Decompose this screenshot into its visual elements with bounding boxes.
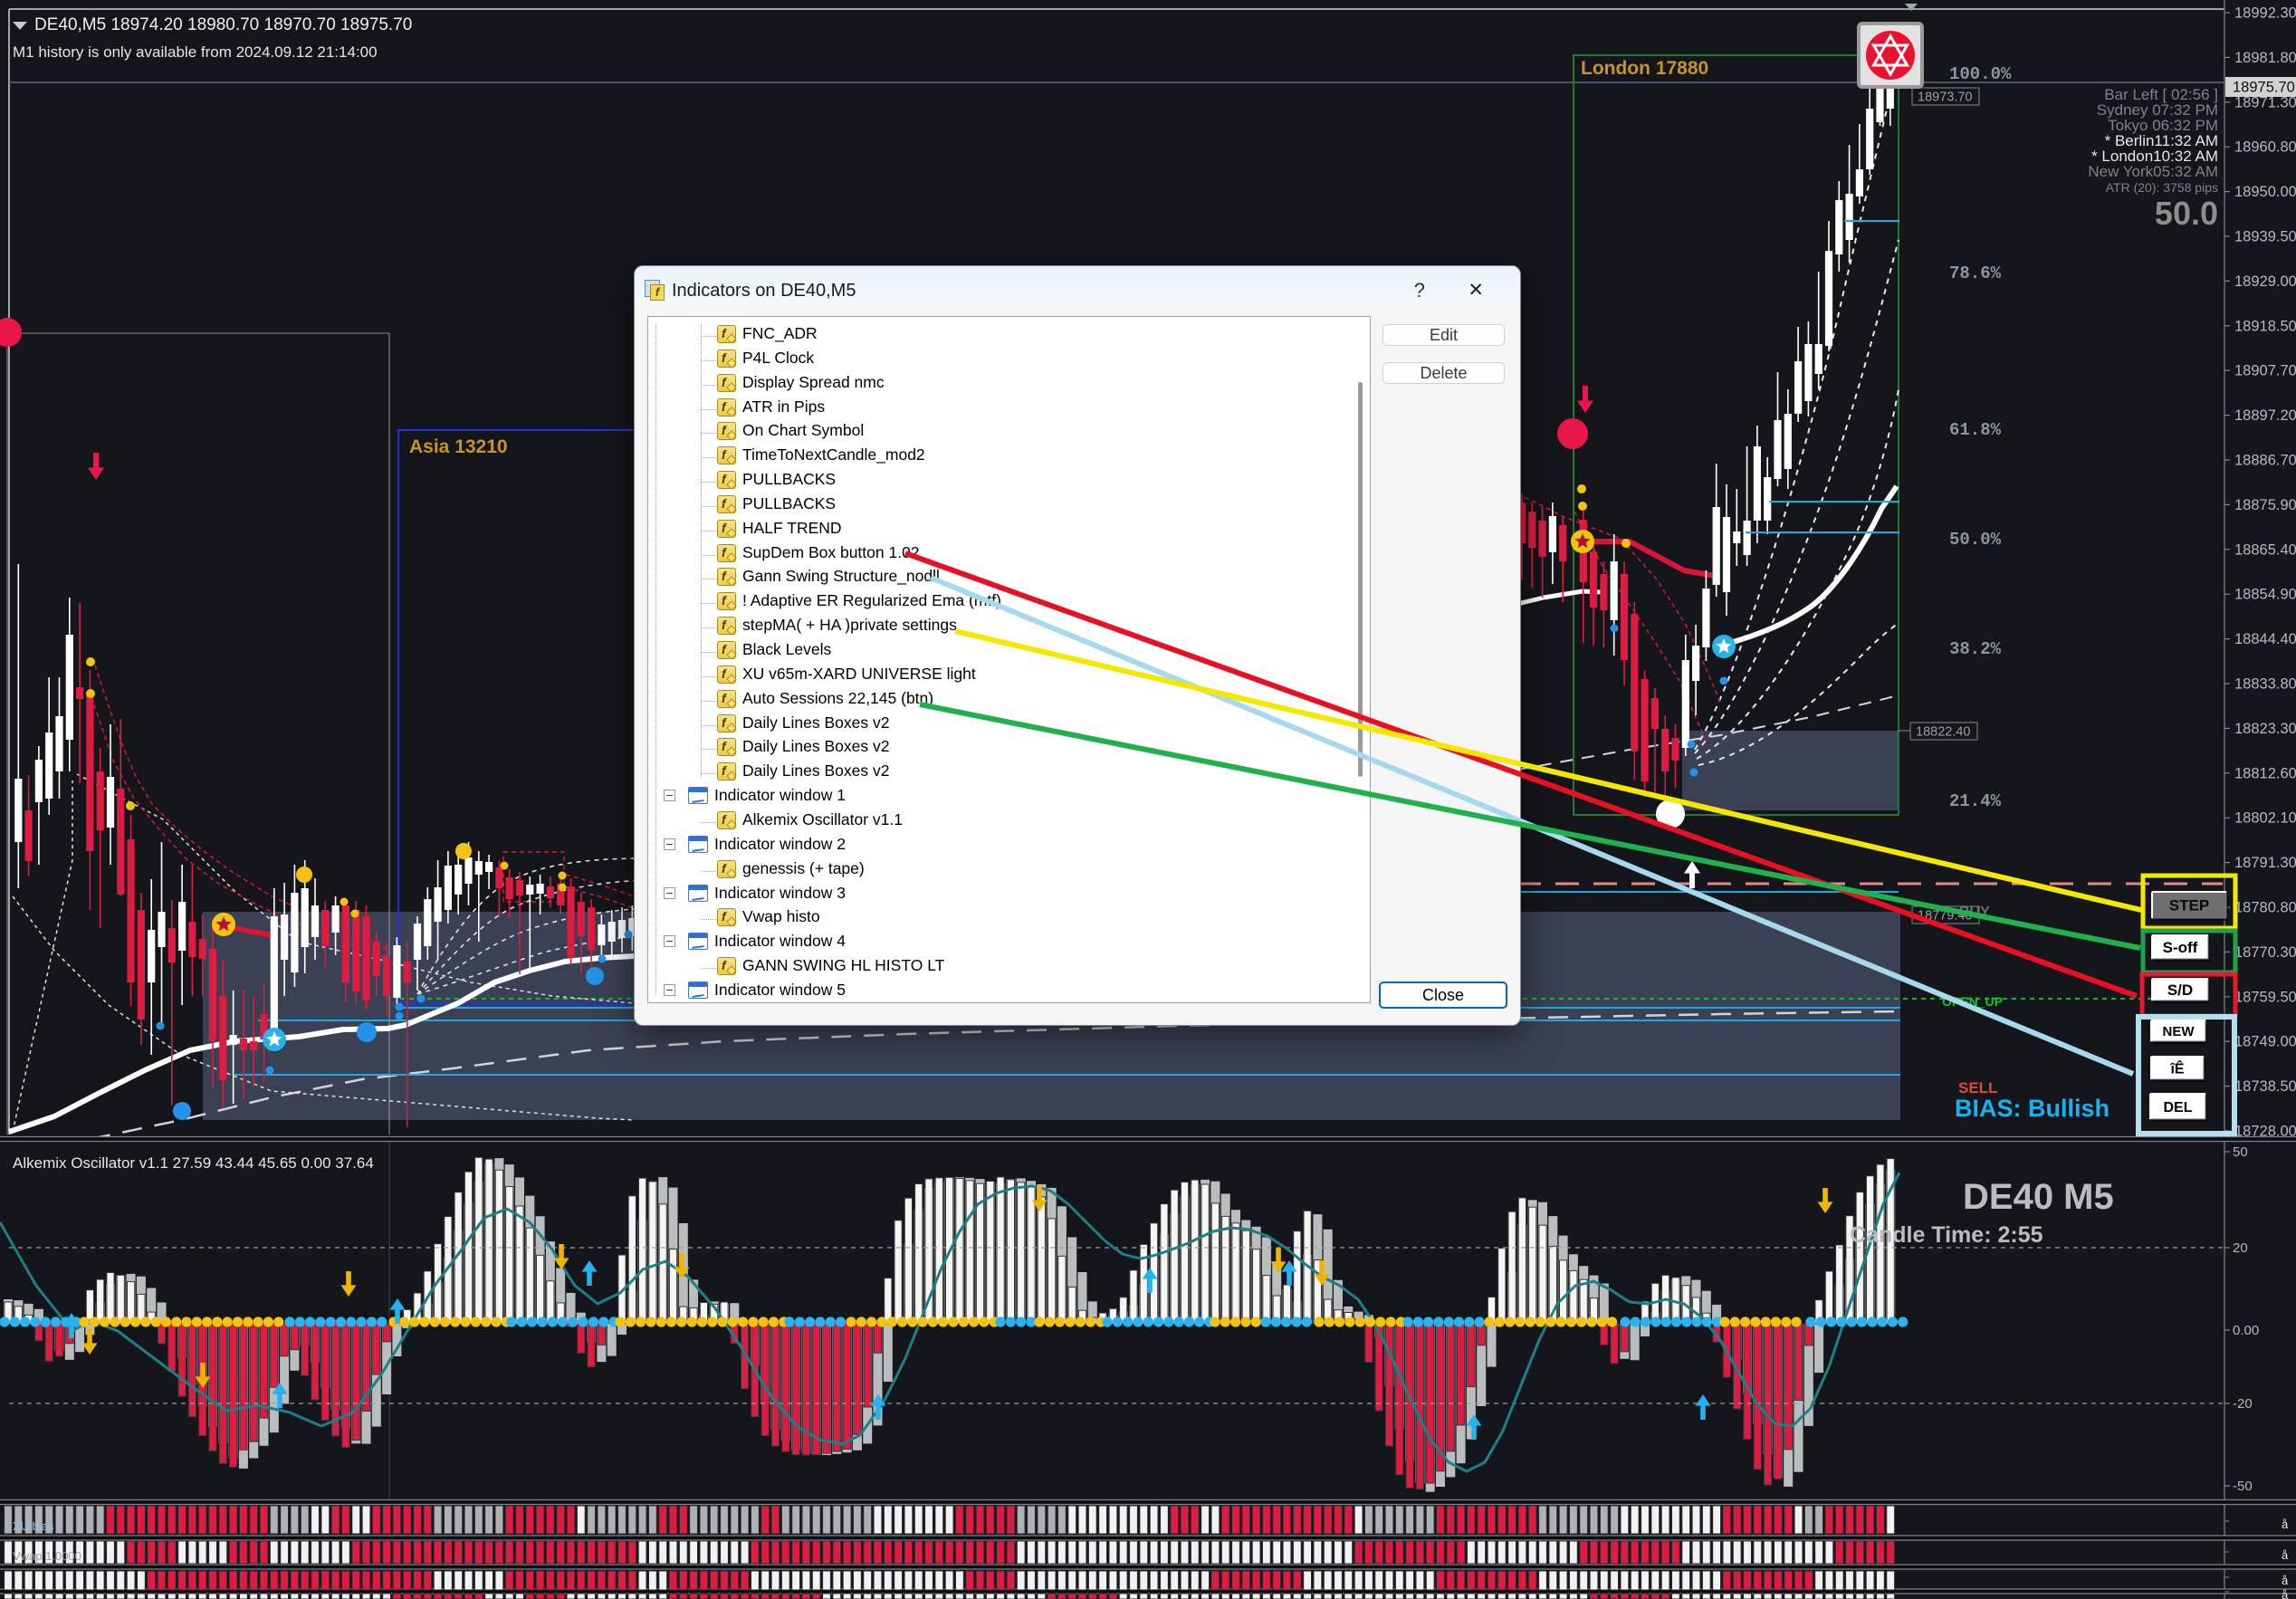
svg-text:21.4%: 21.4%	[1949, 791, 2002, 811]
svg-text:18833.80: 18833.80	[2234, 676, 2296, 693]
svg-text:18897.20: 18897.20	[2234, 407, 2296, 424]
svg-text:* Berlin11:32 AM: * Berlin11:32 AM	[2105, 132, 2218, 149]
svg-text:-50: -50	[2233, 1479, 2253, 1494]
svg-text:S-off: S-off	[2163, 939, 2198, 956]
svg-text:London 17880: London 17880	[1581, 58, 1708, 79]
svg-text:îÊ: îÊ	[2169, 1059, 2184, 1077]
svg-text:18971.30: 18971.30	[2234, 94, 2296, 110]
svg-text:18918.50: 18918.50	[2234, 318, 2296, 334]
svg-text:50.0%: 50.0%	[1949, 530, 2002, 550]
svg-text:S/D: S/D	[2167, 981, 2193, 999]
svg-text:NEW: NEW	[2163, 1024, 2196, 1039]
svg-text:18728.00: 18728.00	[2234, 1124, 2296, 1140]
svg-text:18802.10: 18802.10	[2234, 810, 2296, 827]
svg-text:Asia 13210: Asia 13210	[409, 436, 508, 457]
svg-text:18749.00: 18749.00	[2234, 1034, 2296, 1050]
svg-text:Alkemix Oscillator v1.1 27.59: Alkemix Oscillator v1.1 27.59 43.44 45.6…	[13, 1154, 374, 1172]
svg-text:BUY: BUY	[1959, 905, 1990, 920]
svg-text:M1 history is only available f: M1 history is only available from 2024.0…	[13, 43, 378, 61]
svg-text:100.0%: 100.0%	[1949, 64, 2012, 84]
svg-text:å: å	[2282, 1548, 2289, 1562]
svg-text:18822.40: 18822.40	[1916, 725, 1970, 740]
svg-text:OPEN_UP: OPEN_UP	[1942, 994, 2003, 1009]
svg-text:18929.00: 18929.00	[2234, 273, 2296, 290]
svg-text:* London10:32 AM: * London10:32 AM	[2091, 148, 2218, 165]
svg-text:78.6%: 78.6%	[1949, 263, 2002, 283]
svg-text:18844.40: 18844.40	[2234, 631, 2296, 647]
svg-text:å: å	[2282, 1574, 2289, 1587]
svg-text:DE40,M5 18974.20 18980.70 189: DE40,M5 18974.20 18980.70 18970.70 18975…	[34, 15, 412, 34]
svg-text:18823.30: 18823.30	[2234, 721, 2296, 737]
svg-text:å: å	[2282, 1588, 2289, 1599]
svg-text:18812.60: 18812.60	[2234, 765, 2296, 781]
svg-text:18865.40: 18865.40	[2234, 541, 2296, 558]
svg-text:18973.70: 18973.70	[1918, 91, 1972, 105]
svg-text:XU bias: XU bias	[13, 1519, 54, 1533]
svg-text:18875.90: 18875.90	[2234, 497, 2296, 513]
svg-text:ATR (20): 3758 pips: ATR (20): 3758 pips	[2106, 180, 2218, 195]
svg-text:61.8%: 61.8%	[1949, 420, 2002, 440]
svg-text:18854.90: 18854.90	[2234, 587, 2296, 603]
svg-text:18939.50: 18939.50	[2234, 229, 2296, 245]
svg-text:New York05:32 AM: New York05:32 AM	[2088, 163, 2218, 180]
svg-text:SELL: SELL	[1958, 1079, 1997, 1096]
svg-text:18770.30: 18770.30	[2234, 944, 2296, 961]
svg-text:Tokyo 06:32 PM: Tokyo 06:32 PM	[2108, 117, 2218, 134]
svg-text:18738.50: 18738.50	[2234, 1078, 2296, 1095]
svg-text:-20: -20	[2233, 1396, 2253, 1412]
svg-text:38.2%: 38.2%	[1949, 639, 2002, 659]
svg-text:18780.80: 18780.80	[2234, 900, 2296, 916]
svg-text:50.0: 50.0	[2155, 195, 2218, 232]
svg-text:BIAS: Bullish: BIAS: Bullish	[1955, 1095, 2109, 1122]
svg-text:å: å	[2282, 1518, 2289, 1531]
svg-text:DEL: DEL	[2164, 1100, 2193, 1115]
svg-text:18992.30: 18992.30	[2234, 5, 2296, 22]
svg-text:18950.00: 18950.00	[2234, 184, 2296, 200]
svg-text:Bar Left [ 02:56 ]: Bar Left [ 02:56 ]	[2104, 86, 2218, 103]
svg-text:Sydney 07:32 PM: Sydney 07:32 PM	[2097, 101, 2218, 119]
svg-text:Candle Time: 2:55: Candle Time: 2:55	[1850, 1222, 2043, 1248]
svg-text:18886.70: 18886.70	[2234, 453, 2296, 469]
svg-text:18975.70: 18975.70	[2233, 80, 2295, 96]
svg-text:18960.80: 18960.80	[2234, 139, 2296, 156]
svg-text:50: 50	[2233, 1144, 2248, 1160]
svg-text:0.00: 0.00	[2233, 1323, 2259, 1338]
svg-text:18907.70: 18907.70	[2234, 363, 2296, 379]
svg-text:18791.30: 18791.30	[2234, 855, 2296, 871]
svg-text:STEP: STEP	[2169, 897, 2209, 914]
svg-text:20: 20	[2233, 1240, 2248, 1256]
svg-text:18981.80: 18981.80	[2234, 50, 2296, 66]
svg-text:18759.50: 18759.50	[2234, 989, 2296, 1005]
svg-text:DE40 M5: DE40 M5	[1963, 1177, 2114, 1217]
svg-text:Vwap 1.0000: Vwap 1.0000	[13, 1549, 81, 1563]
